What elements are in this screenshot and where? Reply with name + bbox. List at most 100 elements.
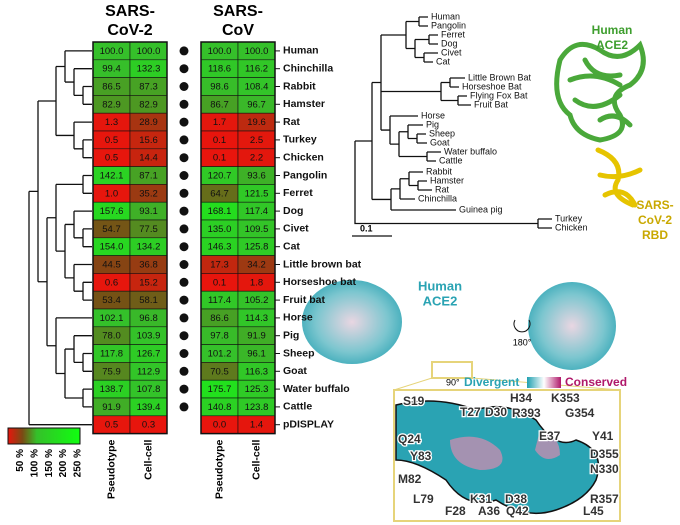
cell-value: 0.1: [213, 153, 226, 164]
cell-value: 175.7: [208, 384, 232, 395]
animal-icon: [179, 277, 189, 287]
animal-icon: [179, 46, 189, 56]
cell-value: 134.2: [137, 242, 161, 253]
animal-icon: [179, 224, 189, 234]
residue-label: A36: [478, 504, 500, 518]
cell-value: 2.5: [250, 135, 263, 146]
cell-value: 125.8: [245, 242, 269, 253]
animal-icon: [179, 384, 189, 394]
cell-value: 44.5: [102, 260, 121, 271]
column-label: Pseudotype: [213, 439, 225, 499]
tree-leaf: Hamster: [430, 175, 464, 185]
tree-leaf: Chinchilla: [418, 193, 457, 203]
cell-value: 15.2: [139, 277, 158, 288]
residue-label: K353: [551, 391, 580, 405]
row-label: Cat: [283, 240, 300, 252]
cell-value: 120.7: [208, 171, 232, 182]
cell-value: 112.9: [137, 366, 160, 377]
cell-value: 0.3: [142, 420, 155, 431]
row-label: Turkey: [283, 134, 317, 146]
cell-value: 100.0: [100, 46, 124, 57]
tree-leaf: Pangolin: [431, 20, 466, 30]
row-label: Human: [283, 45, 319, 57]
group-title: SARS-: [105, 3, 155, 20]
cell-value: 0.0: [213, 420, 226, 431]
cell-value: 117.8: [100, 349, 123, 360]
row-label: Civet: [283, 223, 309, 235]
row-label: Little brown bat: [283, 258, 362, 270]
tree-branch: [82, 281, 92, 301]
residue-label: R393: [512, 406, 541, 420]
residue-label: Y41: [592, 429, 614, 443]
legend-tick: 150 %: [44, 449, 55, 477]
cell-value: 103.9: [137, 331, 161, 342]
cell-value: 87.3: [139, 82, 158, 93]
cell-value: 138.7: [100, 384, 124, 395]
row-label: Rat: [283, 116, 300, 128]
cell-value: 123.8: [245, 402, 269, 413]
tree-leaf: Horseshoe Bat: [462, 81, 522, 91]
animal-icon: [179, 260, 189, 269]
residue-label: Q24: [398, 432, 421, 446]
legend-tick: 50 %: [15, 449, 26, 472]
cell-value: 157.6: [100, 206, 124, 217]
group-title: SARS-: [213, 3, 263, 20]
residue-label: G354: [565, 406, 595, 420]
cell-value: 0.5: [105, 135, 118, 146]
cell-value: 117.4: [245, 206, 268, 217]
tree-leaf: Goat: [430, 137, 450, 147]
cell-value: 146.3: [208, 242, 232, 253]
residue-label: F28: [445, 504, 466, 518]
residue-label: D30: [485, 405, 507, 419]
tree-leaf: Flying Fox Bat: [470, 90, 528, 100]
surface-title: ACE2: [423, 293, 458, 308]
cell-value: 125.3: [245, 384, 269, 395]
cell-value: 53.4: [102, 295, 121, 306]
ace2-label: ACE2: [596, 38, 628, 52]
tree-branch: [407, 124, 423, 140]
row-label: Horseshoe bat: [283, 276, 356, 288]
group-title: CoV-2: [107, 22, 152, 39]
cell-value: 100.0: [245, 46, 269, 57]
cell-value: 109.5: [245, 224, 269, 235]
cell-value: 140.8: [208, 402, 232, 413]
surface-back: [528, 282, 616, 370]
tree-branch: [82, 228, 92, 248]
cell-value: 135.0: [208, 224, 232, 235]
animal-icon: [179, 171, 189, 180]
tree-branch: [380, 34, 441, 131]
row-label: Pig: [283, 329, 299, 341]
rotation-label: 90°: [446, 377, 460, 387]
cell-value: 87.1: [139, 171, 158, 182]
tree-leaf: Civet: [441, 47, 462, 57]
animal-icon: [179, 313, 189, 323]
residue-label: S19: [403, 394, 425, 408]
cell-value: 108.4: [245, 82, 269, 93]
tree-branch: [64, 50, 92, 83]
tree-branch: [82, 174, 92, 194]
tree-leaf: Little Brown Bat: [468, 72, 532, 82]
cell-value: 98.6: [210, 82, 229, 93]
tree-leaf: Rat: [435, 184, 450, 194]
animal-icon: [179, 135, 189, 145]
cell-value: 35.2: [139, 188, 158, 199]
surface-front: [302, 280, 402, 364]
tree-branch: [399, 178, 415, 200]
residue-label: T27: [460, 405, 481, 419]
legend-tick: 200 %: [58, 449, 69, 477]
row-label: Dog: [283, 205, 303, 217]
row-label: Chicken: [283, 151, 324, 163]
cell-value: 86.7: [210, 99, 229, 110]
tree-leaf: Turkey: [555, 213, 583, 223]
cell-value: 1.4: [250, 420, 263, 431]
row-label: Pangolin: [283, 169, 327, 181]
cell-value: 36.8: [139, 260, 158, 271]
cell-value: 1.7: [213, 117, 226, 128]
residue-label: Q42: [506, 504, 529, 518]
tree-branch: [418, 16, 428, 27]
cell-value: 77.5: [139, 224, 158, 235]
cell-value: 116.3: [245, 366, 268, 377]
tree-branch: [398, 131, 427, 158]
tree-branch: [354, 140, 538, 225]
